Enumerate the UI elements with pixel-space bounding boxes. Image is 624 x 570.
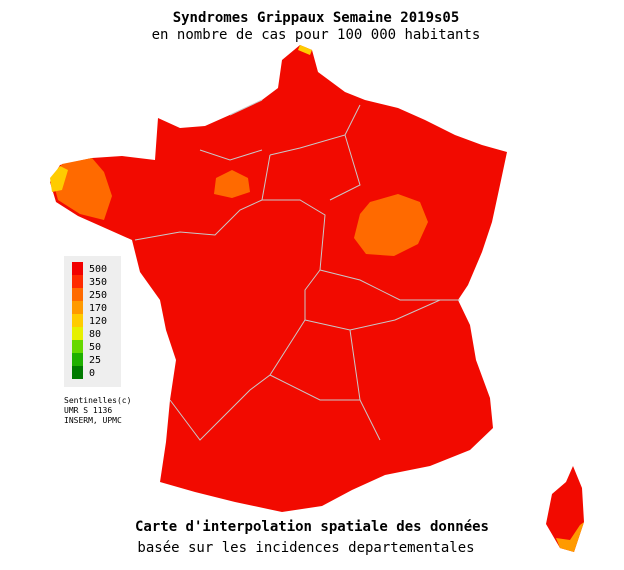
footer-subtitle: basée sur les incidences departementales [137, 540, 474, 556]
legend-label: 250 [89, 290, 107, 301]
credit-line: UMR S 1136 [64, 406, 112, 415]
corsica-edge [556, 522, 584, 552]
north-tip [298, 45, 312, 55]
credit-line: Sentinelles(c) [64, 396, 131, 405]
legend-label: 350 [89, 277, 107, 288]
subtitle: en nombre de cas pour 100 000 habitants [152, 27, 481, 43]
legend-swatch [72, 340, 83, 353]
region-border [134, 99, 460, 441]
title: Syndromes Grippaux Semaine 2019s05 [173, 10, 460, 26]
legend-swatch [72, 314, 83, 327]
credit-line: INSERM, UPMC [64, 416, 122, 425]
legend-label: 500 [89, 264, 107, 275]
legend-label: 80 [89, 329, 101, 340]
legend-swatch [72, 327, 83, 340]
legend-swatch [72, 275, 83, 288]
legend-swatch [72, 353, 83, 366]
brittany-zone [52, 158, 112, 220]
legend-swatch [72, 288, 83, 301]
legend-swatch [72, 301, 83, 314]
legend-label: 170 [89, 303, 107, 314]
legend-label: 120 [89, 316, 107, 327]
footer-title: Carte d'interpolation spatiale des donné… [135, 519, 489, 535]
corsica [546, 466, 584, 552]
mainland [50, 45, 507, 512]
burgundy-zone [354, 194, 428, 256]
legend-label: 50 [89, 342, 101, 353]
normandy-zone [214, 170, 250, 198]
legend-swatch [72, 366, 83, 379]
france [50, 45, 584, 552]
legend-label: 0 [89, 368, 95, 379]
brittany-tip [50, 166, 68, 192]
legend-swatch [72, 262, 83, 275]
legend-label: 25 [89, 355, 101, 366]
